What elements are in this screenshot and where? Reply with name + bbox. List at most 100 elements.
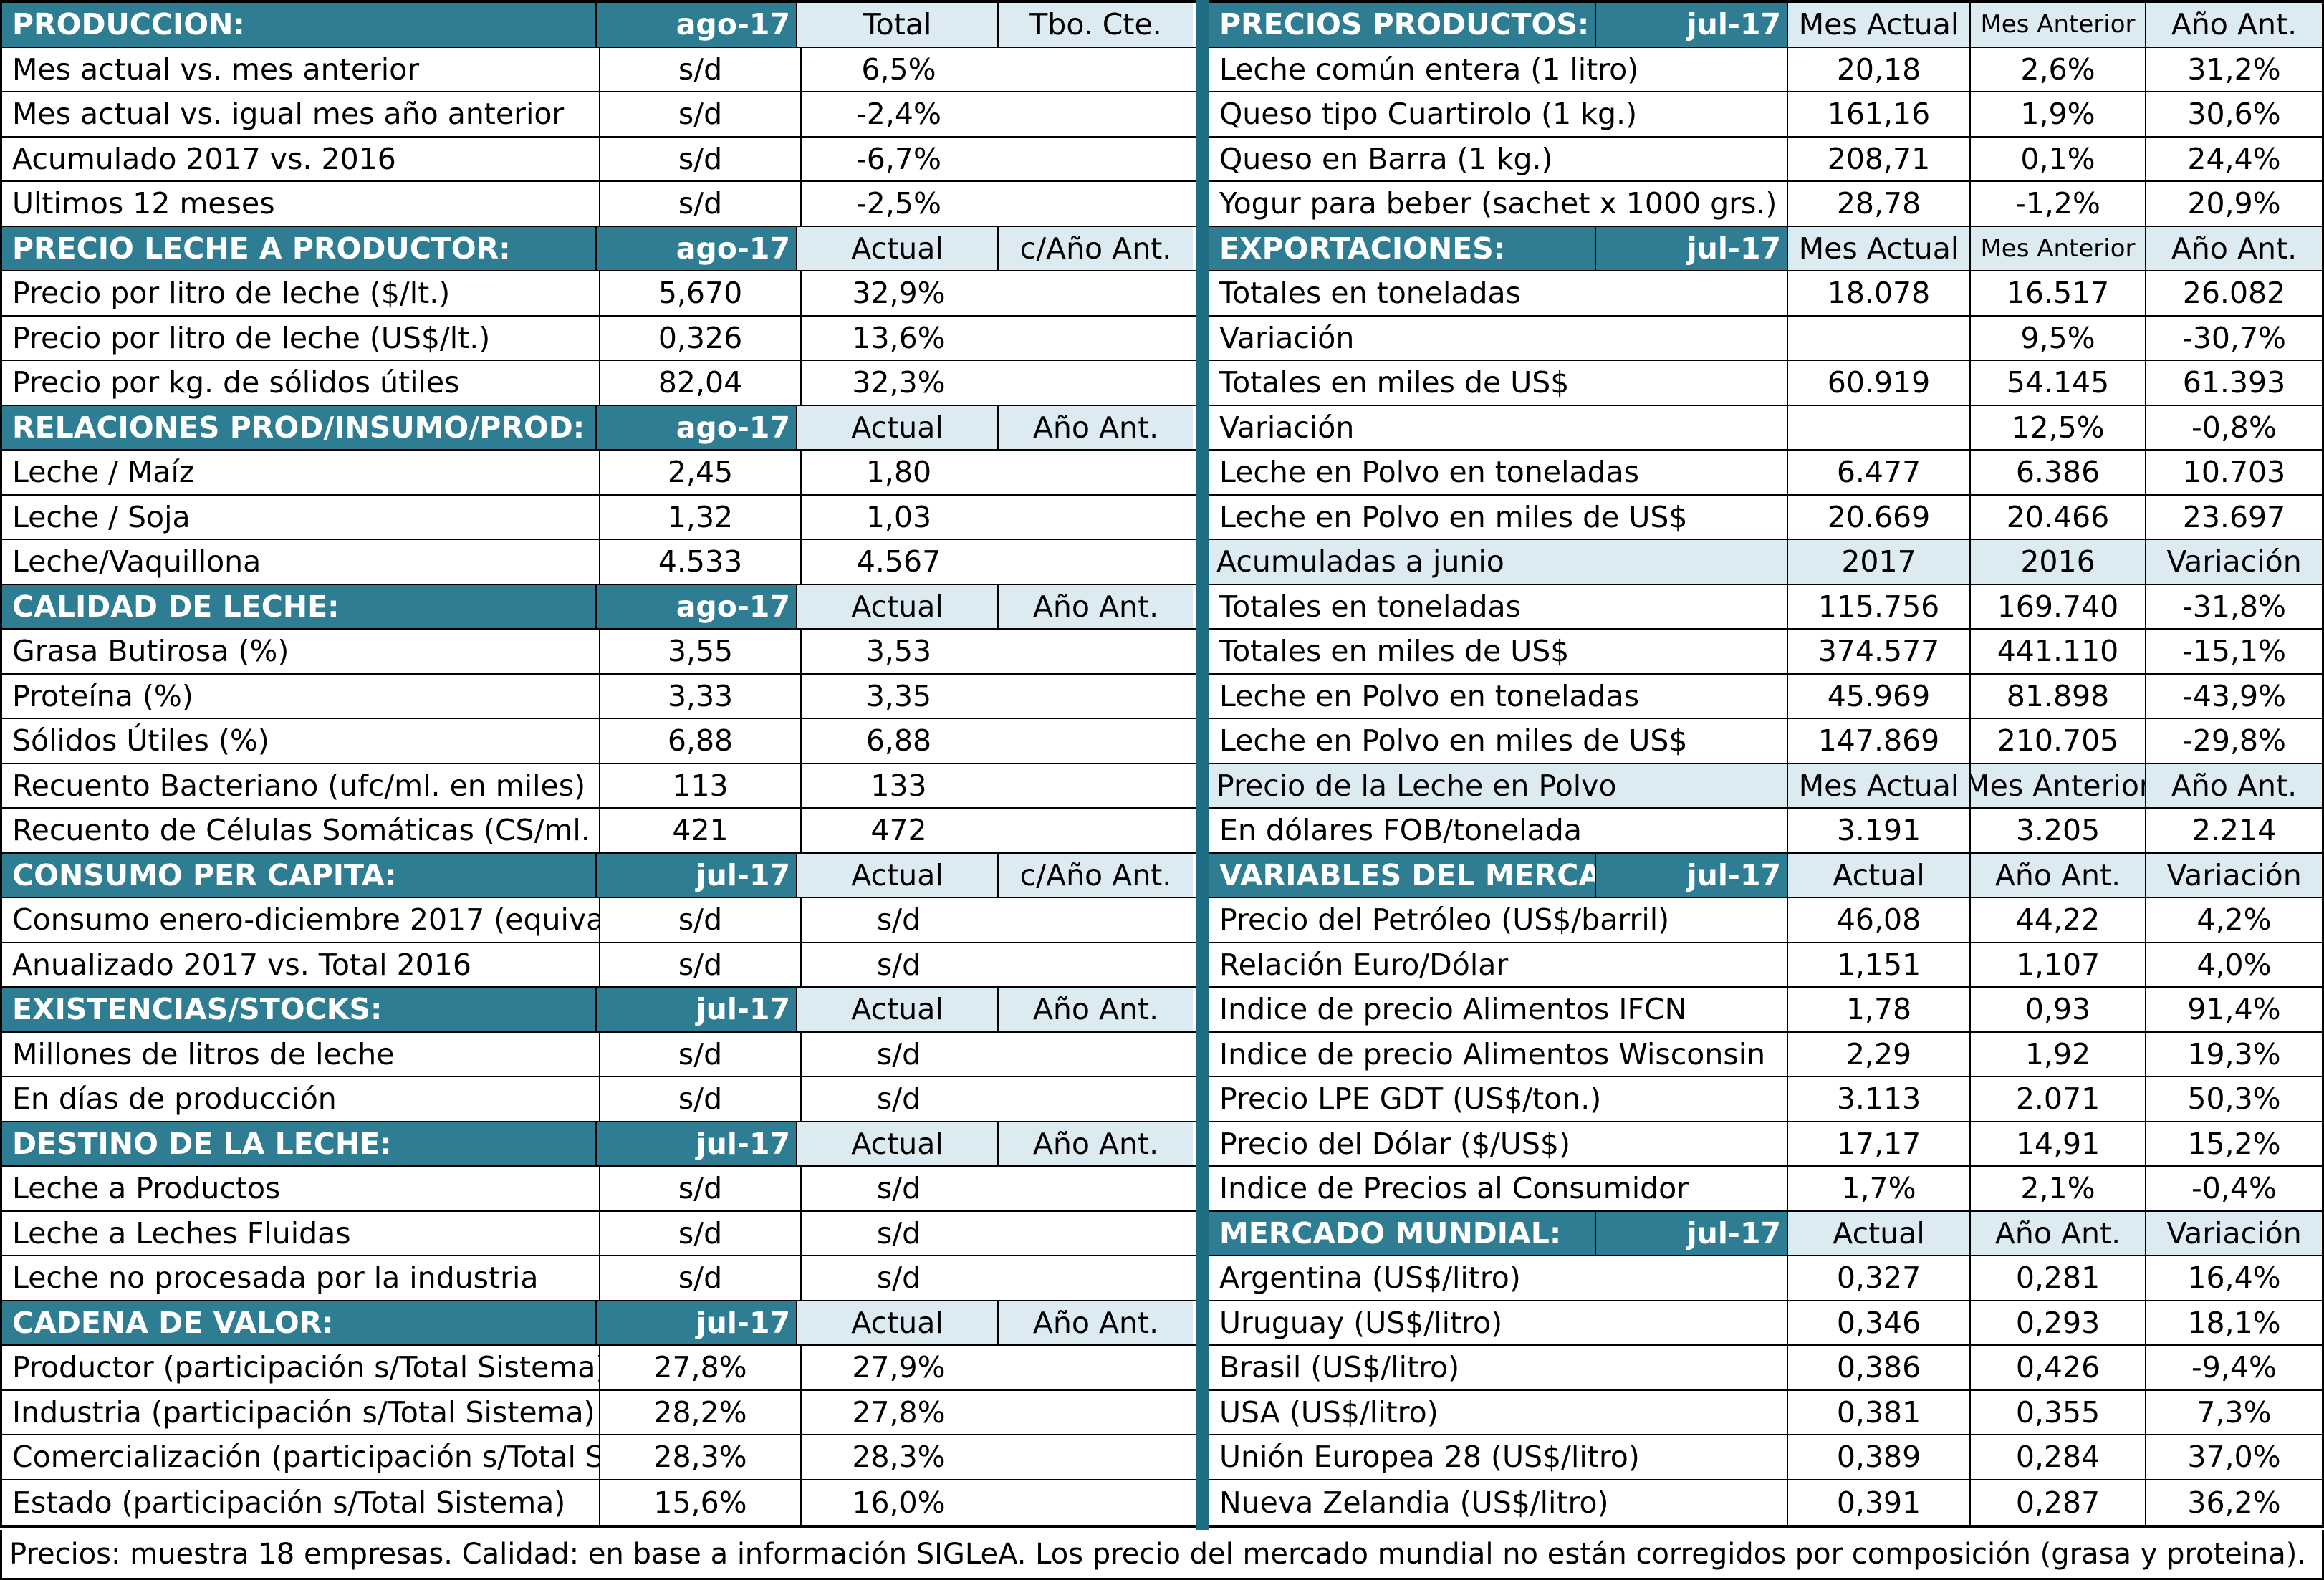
column-header: Año Ant. [2146,226,2322,270]
row-value: 12,5% [1971,405,2146,449]
row-value: 23.697 [2182,499,2286,534]
table-row: Industria (participación s/Total Sistema… [2,1390,1196,1435]
table-row: Precio por litro de leche ($/lt.) 5,670 32… [2,271,1196,317]
table-row: Mes actual vs. mes anterior s/d 6,5% [2,47,1196,92]
section-date: jul-17 [597,1301,797,1344]
row-label: Sólidos Útiles (%) [2,719,600,763]
row-label: Estado (participación s/Total Sistema) [2,1480,600,1525]
row-value: s/d [600,1077,802,1121]
table-row: Acumulado 2017 vs. 2016 s/d -6,7% [2,137,1196,182]
row-value: 133 [870,768,927,803]
row-value: 32,3% [852,365,946,400]
row-label: Queso tipo Cuartirolo (1 kg.) [1209,92,1788,136]
row-label: Leche a Productos [2,1167,600,1210]
row-value: 115.756 [1788,584,1971,628]
row-value: 2,1% [1971,1167,2146,1210]
row-value: 1,107 [1971,943,2146,986]
row-value: 60.919 [1788,361,1971,405]
table-row: Productor (participación s/Total Sistema… [2,1346,1196,1391]
table-row: Millones de litros de leche s/d s/d [2,1032,1196,1077]
section-title: VARIABLES DEL MERCADO: [1209,853,1596,897]
column-header: Actual [1788,853,1971,897]
row-value: 18.078 [1788,271,1971,315]
right-table: PRECIOS PRODUCTOS: jul-17 Mes Actual Mes An… [1209,0,2324,1528]
row-value: 28,78 [1788,182,1971,226]
table-row: Totales en miles de US$ 60.919 54.145 61.39… [1209,361,2322,406]
row-value: 32,9% [852,276,946,311]
row-value: -9,4% [2191,1350,2277,1385]
row-label: Variación [1209,405,1788,449]
row-value: 3.191 [1788,809,1971,852]
row-value: 46,08 [1788,898,1971,942]
table-row: Mes actual vs. igual mes año anterior s/d… [2,92,1196,138]
column-header: Mes Anterior [1971,3,2146,47]
table-row: Leche común entera (1 litro) 20,18 2,6% 31,… [1209,47,2322,92]
row-value: 441.110 [1971,630,2146,673]
column-header: c/Año Ant. [999,226,1193,270]
section-header: RELACIONES PROD/INSUMO/PROD: ago-17 Actual… [2,405,1196,451]
row-label: Precio por litro de leche ($/lt.) [2,271,600,315]
row-value: 0,327 [1788,1256,1971,1300]
table-row: Precio del Petróleo (US$/barril) 46,08 44,… [1209,898,2322,943]
section-date: jul-17 [597,1122,797,1165]
section-header: PRODUCCION: ago-17 Total Tbo. Cte. [2,3,1196,48]
table-row: Estado (participación s/Total Sistema) 15… [2,1480,1196,1525]
row-label: Precio LPE GDT (US$/ton.) [1209,1077,1788,1121]
row-value: s/d [600,92,802,136]
row-label: Nueva Zelandia (US$/litro) [1209,1480,1788,1525]
column-header: Mes Anterior [1971,226,2146,270]
table-row: Uruguay (US$/litro) 0,346 0,293 18,1% [1209,1301,2322,1346]
row-value: 0,281 [1971,1256,2146,1300]
row-value: 472 [870,813,927,848]
column-header: Actual [797,853,999,897]
row-value: 54.145 [1971,361,2146,405]
row-label: Variación [1209,316,1788,360]
row-value: 0,386 [1788,1346,1971,1389]
row-value: 50,3% [2187,1082,2281,1117]
row-value: 4.567 [856,544,941,579]
row-value: s/d [600,1256,802,1300]
row-value: 37,0% [2187,1440,2281,1475]
row-label: Consumo enero-diciembre 2017 (equival. l… [2,898,600,942]
section-date: jul-17 [597,853,797,897]
row-value: 1,32 [600,495,802,539]
column-header: Año Ant. [999,988,1193,1031]
row-label: Industria (participación s/Total Sistema… [2,1390,600,1434]
row-value: 16,4% [2187,1261,2281,1296]
section-title: PRECIO LECHE A PRODUCTOR: [2,226,597,270]
row-value: 161,16 [1788,92,1971,136]
row-label: Recuento de Células Somáticas (CS/ml. en… [2,809,600,852]
row-value: 0,346 [1788,1301,1971,1344]
row-label: Productor (participación s/Total Sistema… [2,1346,600,1389]
section-header: EXPORTACIONES: jul-17 Mes Actual Mes Anteri… [1209,226,2322,271]
row-value: 81.898 [1971,674,2146,718]
section-title: MERCADO MUNDIAL: [1209,1211,1596,1255]
row-label: Comercialización (participación s/Total … [2,1435,600,1479]
row-label: Mes actual vs. igual mes año anterior [2,92,600,136]
column-header: Año Ant. [2146,3,2322,47]
column-header: Año Ant. [999,405,1193,449]
section-header: Acumuladas a junio 2017 2016 Variación [1209,540,2322,585]
table-row: Leche en Polvo en toneladas 45.969 81.898-… [1209,674,2322,719]
row-value: 30,6% [2187,97,2281,132]
row-value: 6.477 [1788,451,1971,494]
table-row: Totales en toneladas 18.078 16.517 26.082 [1209,271,2322,317]
table-row: Queso en Barra (1 kg.) 208,71 0,1% 24,4% [1209,137,2322,182]
row-label: Unión Europea 28 (US$/litro) [1209,1435,1788,1479]
section-date: jul-17 [1596,853,1788,897]
column-header: Año Ant. [2146,763,2322,807]
row-value: 0,284 [1971,1435,2146,1479]
row-label: Leche / Maíz [2,451,600,494]
section-header: DESTINO DE LA LECHE: jul-17 Actual Año Ant. [2,1122,1196,1167]
section-date: jul-17 [1596,1211,1788,1255]
row-value: -2,5% [856,186,941,221]
row-label: Queso en Barra (1 kg.) [1209,137,1788,180]
table-row: Yogur para beber (sachet x 1000 grs.) 28,… [1209,182,2322,227]
column-header: Variación [2146,540,2322,584]
row-value: 3.205 [1971,809,2146,852]
section-date: jul-17 [597,988,797,1031]
row-value: 1,9% [1971,92,2146,136]
column-header: Actual [797,1122,999,1165]
table-row: Leche en Polvo en miles de US$ 20.669 20.4… [1209,495,2322,540]
